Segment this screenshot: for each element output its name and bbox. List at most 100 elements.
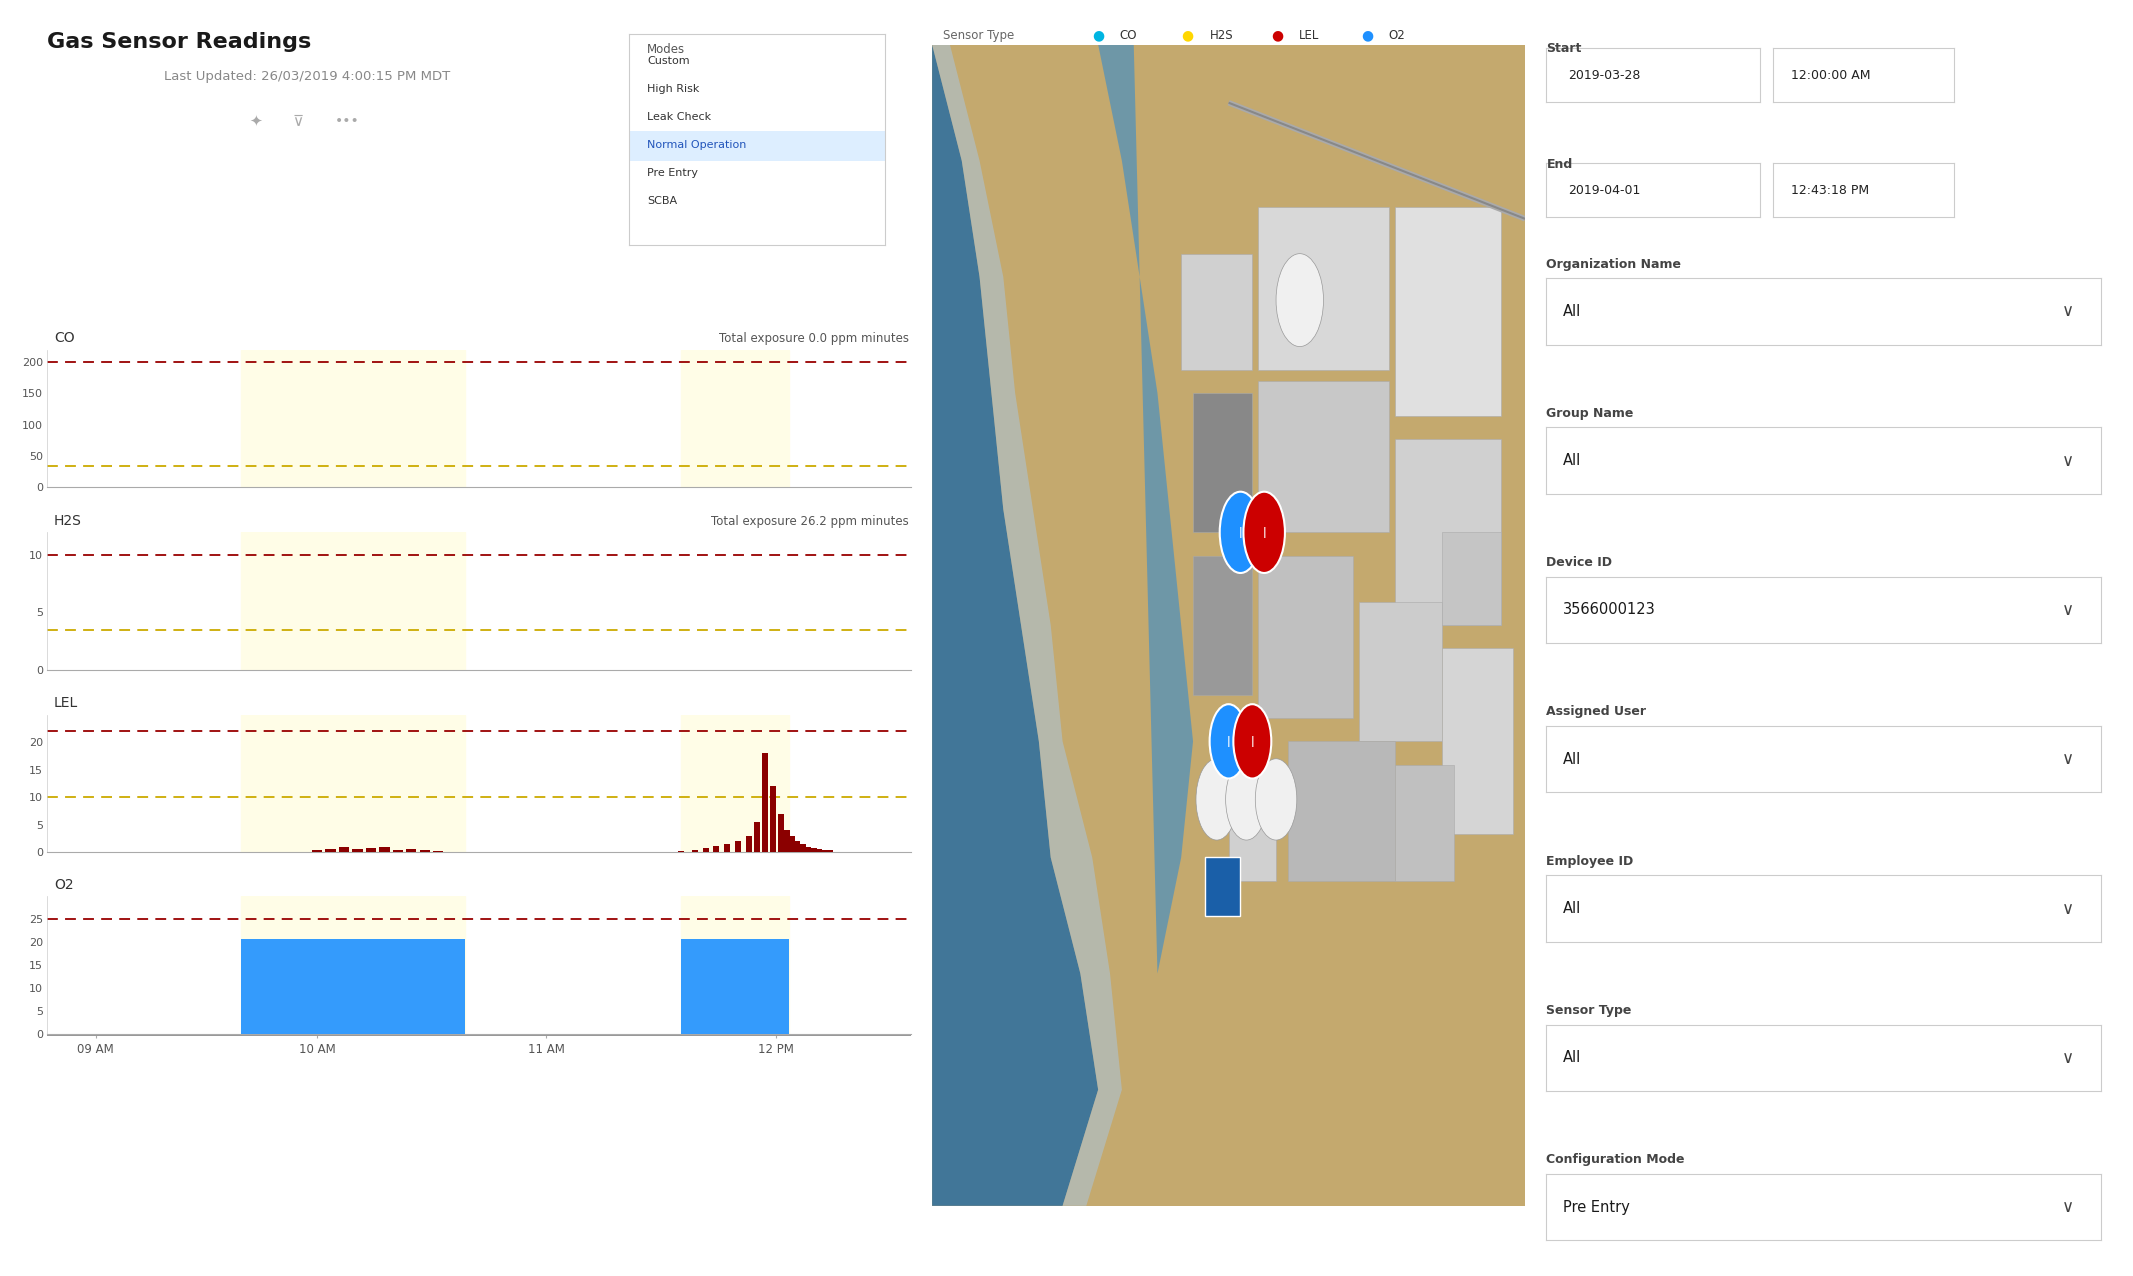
Text: H2S: H2S bbox=[1209, 29, 1233, 42]
Bar bbox=[828, 850, 832, 852]
Text: SCBA: SCBA bbox=[646, 195, 678, 205]
Polygon shape bbox=[932, 45, 1122, 1206]
Bar bbox=[405, 849, 416, 852]
Circle shape bbox=[1276, 254, 1322, 347]
Text: Normal Operation: Normal Operation bbox=[646, 140, 747, 149]
Text: 2019-03-28: 2019-03-28 bbox=[1568, 69, 1640, 82]
Bar bbox=[800, 845, 806, 852]
Text: H2S: H2S bbox=[53, 514, 81, 528]
Circle shape bbox=[1244, 491, 1284, 573]
Text: LEL: LEL bbox=[53, 697, 79, 711]
Bar bbox=[241, 350, 465, 487]
Circle shape bbox=[1256, 759, 1297, 840]
Text: ⊽: ⊽ bbox=[292, 114, 303, 129]
Bar bbox=[324, 849, 335, 852]
Bar bbox=[1192, 393, 1252, 532]
Text: Custom: Custom bbox=[646, 56, 689, 65]
Bar bbox=[1442, 648, 1512, 835]
Text: All: All bbox=[1563, 304, 1581, 319]
Bar bbox=[783, 831, 789, 852]
Bar bbox=[380, 847, 390, 852]
FancyBboxPatch shape bbox=[629, 131, 885, 161]
Text: ●: ● bbox=[1361, 29, 1374, 42]
Bar bbox=[241, 939, 465, 1034]
Bar bbox=[1258, 555, 1352, 718]
Text: Group Name: Group Name bbox=[1546, 407, 1634, 420]
Bar bbox=[761, 753, 768, 852]
Bar bbox=[680, 896, 789, 1034]
Text: LEL: LEL bbox=[1299, 29, 1320, 42]
Text: |: | bbox=[1263, 527, 1267, 538]
Bar bbox=[1288, 741, 1395, 880]
Text: Sensor Type: Sensor Type bbox=[1546, 1004, 1632, 1017]
Text: End: End bbox=[1546, 158, 1572, 171]
Bar bbox=[753, 822, 759, 852]
Bar bbox=[352, 849, 363, 852]
Circle shape bbox=[1220, 491, 1261, 573]
Text: ●: ● bbox=[1271, 29, 1284, 42]
Bar bbox=[770, 786, 776, 852]
Bar bbox=[241, 896, 465, 1034]
Text: Pre Entry: Pre Entry bbox=[1563, 1199, 1630, 1215]
Text: ∨: ∨ bbox=[2063, 452, 2073, 470]
Bar bbox=[793, 841, 800, 852]
Text: All: All bbox=[1563, 901, 1581, 916]
Bar bbox=[747, 836, 751, 852]
Bar bbox=[678, 851, 685, 852]
Text: Modes: Modes bbox=[646, 43, 685, 56]
Bar bbox=[433, 851, 444, 852]
Bar bbox=[779, 814, 785, 852]
Text: Last Updated: 26/03/2019 4:00:15 PM MDT: Last Updated: 26/03/2019 4:00:15 PM MDT bbox=[164, 70, 450, 83]
Text: ∨: ∨ bbox=[2063, 900, 2073, 917]
Bar bbox=[1229, 764, 1276, 880]
Bar bbox=[817, 849, 821, 852]
Text: 12:43:18 PM: 12:43:18 PM bbox=[1792, 184, 1869, 197]
Bar bbox=[1395, 764, 1455, 880]
Text: |: | bbox=[1250, 736, 1254, 746]
Text: ●: ● bbox=[1182, 29, 1194, 42]
Text: Organization Name: Organization Name bbox=[1546, 258, 1681, 271]
Text: ∨: ∨ bbox=[2063, 750, 2073, 768]
Text: ∨: ∨ bbox=[2063, 601, 2073, 619]
Bar bbox=[1258, 382, 1389, 532]
Text: ●: ● bbox=[1092, 29, 1105, 42]
Bar bbox=[365, 849, 375, 852]
Bar bbox=[241, 532, 465, 670]
Polygon shape bbox=[1098, 45, 1192, 974]
Bar bbox=[1192, 555, 1252, 695]
Bar bbox=[789, 836, 796, 852]
Text: |: | bbox=[1239, 527, 1241, 538]
Bar bbox=[241, 715, 465, 852]
Bar bbox=[691, 850, 697, 852]
Bar bbox=[725, 845, 729, 852]
Bar bbox=[806, 847, 811, 852]
Text: Start: Start bbox=[1546, 42, 1583, 55]
Text: O2: O2 bbox=[53, 878, 73, 892]
Circle shape bbox=[1197, 759, 1237, 840]
Text: Total exposure 26.2 ppm minutes: Total exposure 26.2 ppm minutes bbox=[710, 516, 909, 528]
Text: Configuration Mode: Configuration Mode bbox=[1546, 1154, 1685, 1166]
Bar bbox=[1395, 439, 1502, 625]
Text: Sensor Type: Sensor Type bbox=[943, 29, 1013, 42]
Circle shape bbox=[1226, 759, 1267, 840]
Bar bbox=[821, 850, 828, 852]
Text: 3566000123: 3566000123 bbox=[1563, 602, 1655, 618]
Circle shape bbox=[1209, 704, 1248, 778]
Text: Pre Entry: Pre Entry bbox=[646, 167, 697, 177]
Text: All: All bbox=[1563, 453, 1581, 468]
Text: 2019-04-01: 2019-04-01 bbox=[1568, 184, 1640, 197]
Text: •••: ••• bbox=[335, 115, 360, 128]
Text: All: All bbox=[1563, 752, 1581, 767]
Bar bbox=[1205, 857, 1241, 916]
Text: ∨: ∨ bbox=[2063, 302, 2073, 320]
Text: Device ID: Device ID bbox=[1546, 556, 1613, 569]
Bar bbox=[712, 846, 719, 852]
Text: All: All bbox=[1563, 1050, 1581, 1065]
Bar bbox=[339, 847, 350, 852]
Bar bbox=[1395, 207, 1502, 416]
Bar bbox=[1182, 254, 1252, 370]
Text: |: | bbox=[1226, 736, 1231, 746]
Bar bbox=[392, 850, 403, 852]
Text: ∨: ∨ bbox=[2063, 1049, 2073, 1067]
Text: CO: CO bbox=[53, 332, 75, 346]
